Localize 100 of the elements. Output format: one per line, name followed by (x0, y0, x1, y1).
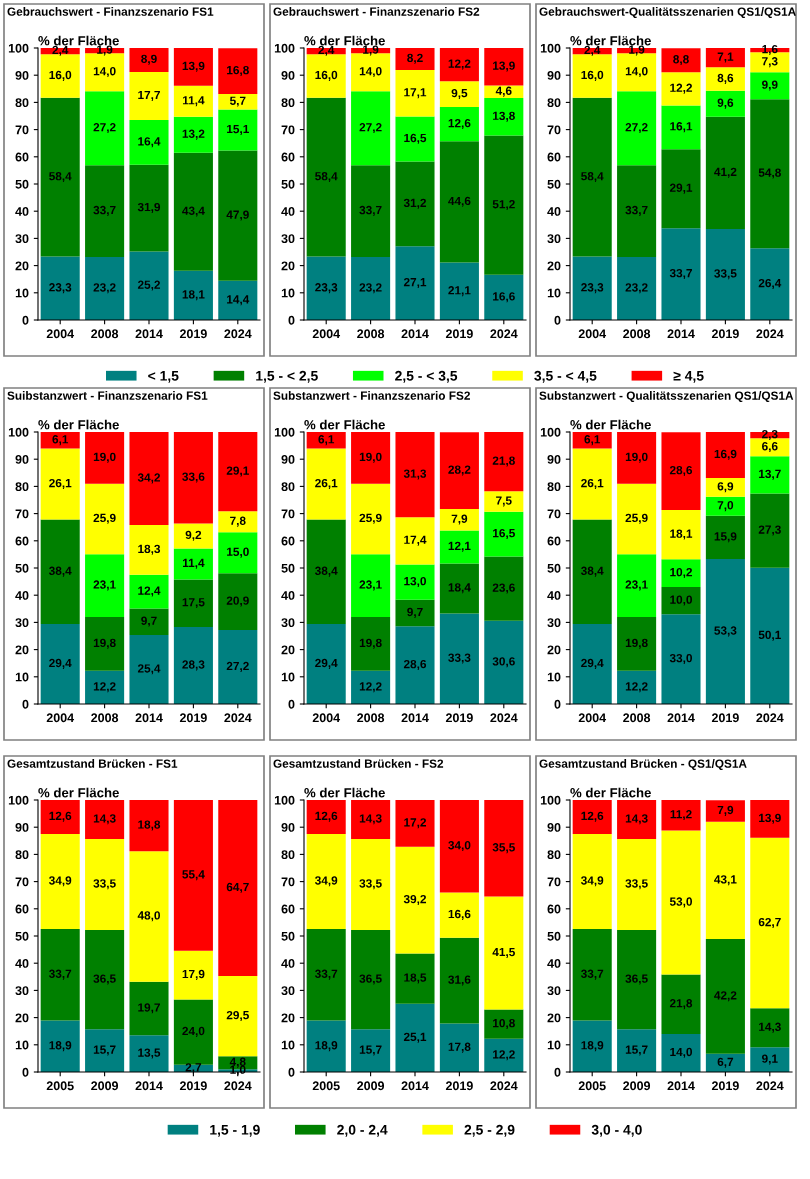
bar (129, 1035, 169, 1072)
x-tick-label: 2014 (667, 329, 695, 339)
y-tick-label: 90 (547, 71, 561, 80)
bar (85, 165, 125, 257)
data-label: 12,1 (448, 541, 471, 552)
x-tick-label: 2008 (91, 329, 119, 339)
bar (218, 630, 258, 704)
legend-label: 3,5 - < 4,5 (534, 370, 597, 383)
x-tick-label: 2008 (357, 713, 385, 723)
y-tick-label: 20 (547, 261, 561, 271)
data-label: 8,9 (141, 54, 157, 65)
y-tick-label: 100 (274, 795, 295, 805)
bar (40, 54, 80, 98)
y-tick-label: 80 (281, 850, 295, 860)
y-tick-label: 0 (288, 699, 295, 709)
bar (395, 161, 435, 247)
data-label: 9,7 (141, 616, 157, 627)
bar (661, 149, 701, 229)
y-tick-label: 30 (15, 618, 29, 628)
bar (750, 456, 790, 494)
data-label: 14,3 (93, 814, 116, 825)
data-label: 7,3 (762, 57, 778, 68)
x-tick-label: 2004 (46, 329, 75, 339)
y-tick-label: 30 (15, 986, 29, 996)
bar (306, 256, 346, 320)
y-tick-label: 80 (547, 98, 561, 108)
y-tick-label: 10 (547, 672, 561, 682)
bar (395, 432, 435, 518)
bar (173, 548, 213, 580)
bar (661, 228, 701, 320)
y-axis-title: % der Fläche (570, 419, 651, 430)
data-label: 10,0 (670, 595, 693, 606)
y-tick-label: 100 (8, 795, 29, 805)
bar (306, 834, 346, 929)
data-label: 13,5 (138, 1048, 161, 1059)
data-label: 26,4 (758, 278, 782, 289)
y-tick-label: 60 (547, 536, 561, 546)
bar (85, 91, 125, 166)
y-tick-label: 90 (547, 455, 561, 464)
data-label: 23,3 (315, 283, 338, 294)
x-tick-label: 2004 (46, 713, 75, 723)
data-label: 7,9 (717, 805, 734, 816)
x-tick-label: 2024 (756, 1081, 784, 1091)
bar (218, 573, 258, 631)
bar (351, 616, 391, 671)
y-tick-label: 50 (15, 179, 29, 189)
y-tick-label: 40 (15, 591, 29, 600)
bar (129, 525, 169, 575)
x-tick-label: 2019 (711, 713, 739, 723)
x-tick-label: 2024 (490, 1081, 518, 1091)
x-tick-label: 2004 (312, 713, 341, 723)
y-tick-label: 50 (547, 179, 561, 189)
data-label: 27,2 (93, 123, 116, 134)
bar (395, 116, 435, 162)
chart-title: Substanzwert - Qualitätsszenarien QS1/QS1A (539, 391, 794, 402)
data-label: 30,6 (492, 657, 515, 668)
data-label: 16,5 (404, 133, 427, 144)
x-tick-label: 2019 (711, 329, 739, 339)
data-label: 12,4 (138, 586, 161, 597)
data-label: 47,9 (226, 210, 249, 221)
y-tick-label: 30 (547, 234, 561, 244)
bar (617, 800, 657, 839)
y-tick-label: 50 (15, 563, 29, 573)
x-tick-label: 2024 (490, 713, 518, 723)
y-tick-label: 50 (15, 931, 29, 941)
data-label: 62,7 (758, 917, 781, 928)
bar (439, 508, 479, 531)
bar (617, 165, 657, 257)
y-tick-label: 30 (281, 618, 295, 628)
y-tick-label: 70 (281, 125, 295, 135)
y-tick-label: 80 (547, 482, 561, 492)
data-label: 6,7 (717, 1057, 734, 1068)
data-label: 13,9 (759, 813, 781, 824)
bar (129, 981, 169, 1036)
y-tick-label: 30 (15, 234, 29, 244)
legend-label: ≥ 4,5 (673, 371, 704, 383)
x-tick-label: 2024 (756, 329, 784, 339)
data-label: 21,8 (669, 999, 693, 1010)
bar (218, 432, 258, 512)
data-label: 17,9 (182, 969, 205, 980)
bar (661, 105, 701, 150)
y-tick-label: 40 (281, 207, 295, 216)
bar (218, 975, 258, 1057)
data-label: 27,3 (758, 525, 781, 536)
bar (395, 564, 435, 600)
data-label: 17,5 (182, 598, 205, 609)
bar (129, 120, 169, 165)
data-label: 16,6 (493, 292, 515, 303)
bar (395, 846, 435, 954)
bar (572, 432, 612, 449)
data-label: 9,6 (717, 98, 734, 109)
legend-label: 1,5 - < 2,5 (256, 370, 318, 383)
y-tick-label: 10 (281, 1040, 295, 1050)
data-label: 9,7 (407, 607, 423, 618)
bar (306, 448, 346, 520)
bar (484, 896, 524, 1010)
data-label: 25,9 (93, 513, 116, 524)
data-label: 16,4 (138, 137, 161, 148)
bar (661, 48, 701, 73)
bar (661, 432, 701, 511)
